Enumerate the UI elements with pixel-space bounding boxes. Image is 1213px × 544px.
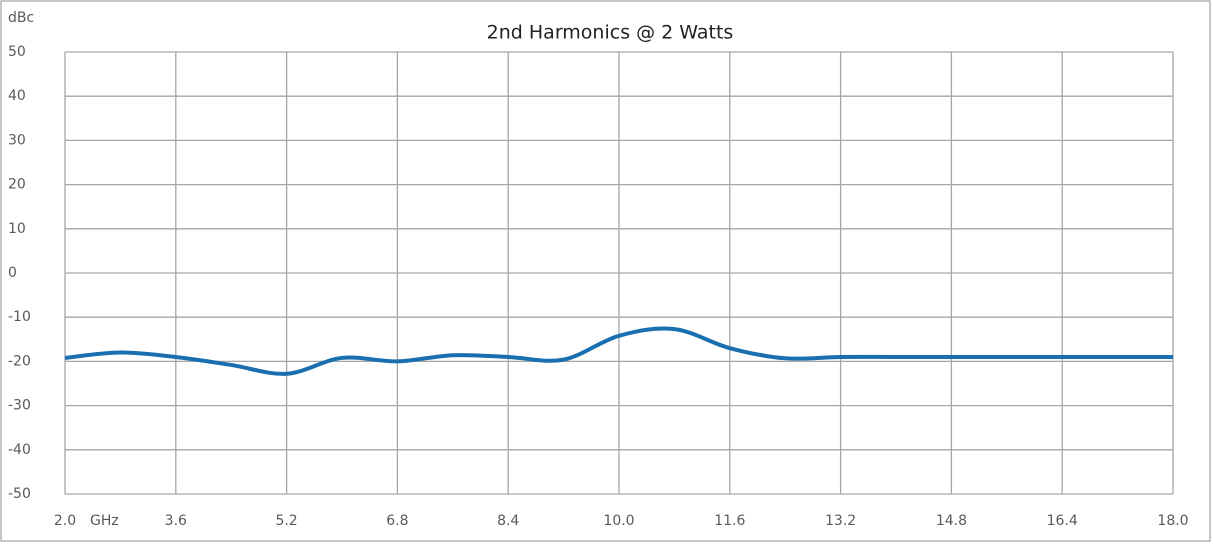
x-tick-label: 2.0 bbox=[54, 513, 76, 529]
x-tick-label: 8.4 bbox=[497, 513, 519, 529]
y-tick-label: -20 bbox=[8, 353, 31, 369]
y-tick-label: 10 bbox=[8, 221, 26, 237]
x-tick-label: 3.6 bbox=[165, 513, 187, 529]
x-tick-label: 16.4 bbox=[1047, 513, 1078, 529]
y-tick-label: 50 bbox=[8, 44, 26, 60]
y-tick-label: 0 bbox=[8, 265, 17, 281]
x-tick-label: 5.2 bbox=[275, 513, 297, 529]
y-tick-label: 30 bbox=[8, 132, 26, 148]
y-axis-label: dBc bbox=[8, 10, 34, 26]
x-tick-label: 6.8 bbox=[386, 513, 408, 529]
x-tick-label: 14.8 bbox=[936, 513, 967, 529]
x-axis-label: GHz bbox=[90, 513, 119, 529]
x-tick-label: 18.0 bbox=[1157, 513, 1188, 529]
y-tick-label: -40 bbox=[8, 442, 31, 458]
x-tick-label: 10.0 bbox=[603, 513, 634, 529]
y-tick-label: -50 bbox=[8, 486, 31, 502]
y-tick-label: 40 bbox=[8, 88, 26, 104]
x-tick-label: 11.6 bbox=[714, 513, 745, 529]
y-tick-label: 20 bbox=[8, 177, 26, 193]
y-tick-label: -30 bbox=[8, 398, 31, 414]
data-line bbox=[64, 326, 1173, 376]
y-tick-label: -10 bbox=[8, 309, 31, 325]
x-tick-label: 13.2 bbox=[825, 513, 856, 529]
chart-title: 2nd Harmonics @ 2 Watts bbox=[487, 22, 734, 44]
